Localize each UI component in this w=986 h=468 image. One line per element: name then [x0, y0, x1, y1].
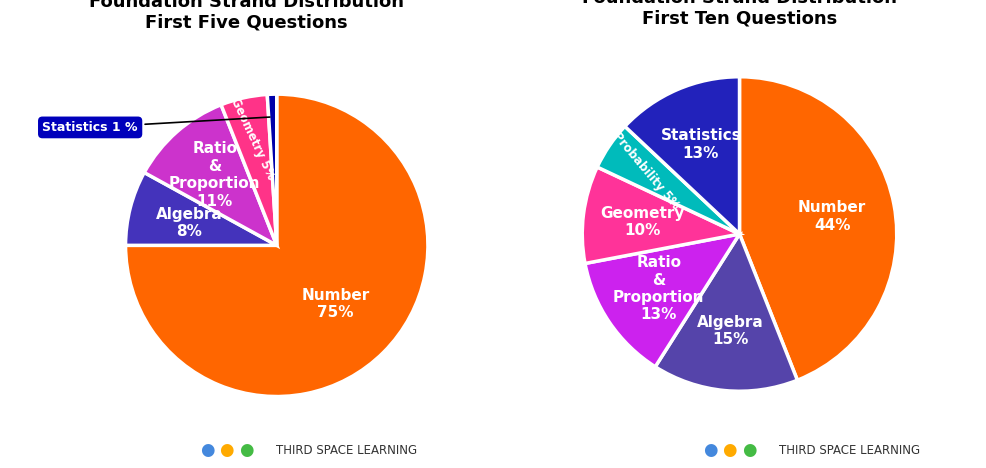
- Wedge shape: [125, 173, 277, 245]
- Text: Statistics
13%: Statistics 13%: [661, 128, 741, 161]
- Title: Foundation Strand Distribution
First Ten Questions: Foundation Strand Distribution First Ten…: [582, 0, 897, 28]
- Wedge shape: [585, 234, 740, 367]
- Wedge shape: [221, 95, 277, 245]
- Text: ●: ●: [220, 441, 234, 459]
- Wedge shape: [598, 126, 740, 234]
- Text: Ratio
&
Proportion
13%: Ratio & Proportion 13%: [613, 255, 705, 322]
- Title: Foundation Strand Distribution
First Five Questions: Foundation Strand Distribution First Fiv…: [89, 0, 404, 31]
- Text: ●: ●: [703, 441, 717, 459]
- Text: Algebra
8%: Algebra 8%: [156, 206, 222, 239]
- Text: ●: ●: [742, 441, 756, 459]
- Text: Statistics 1 %: Statistics 1 %: [42, 117, 270, 134]
- Wedge shape: [267, 94, 277, 245]
- Text: THIRD SPACE LEARNING: THIRD SPACE LEARNING: [276, 444, 417, 457]
- Text: Geometry
10%: Geometry 10%: [600, 205, 685, 238]
- Wedge shape: [656, 234, 798, 391]
- Text: THIRD SPACE LEARNING: THIRD SPACE LEARNING: [779, 444, 920, 457]
- Text: Geometry 5%: Geometry 5%: [229, 96, 278, 182]
- Text: Probability 5%: Probability 5%: [609, 129, 682, 212]
- Wedge shape: [740, 77, 896, 380]
- Text: Number
44%: Number 44%: [798, 200, 867, 233]
- Wedge shape: [144, 105, 277, 245]
- Text: Number
75%: Number 75%: [302, 288, 370, 320]
- Text: ●: ●: [200, 441, 214, 459]
- Text: ●: ●: [723, 441, 737, 459]
- Text: ●: ●: [240, 441, 253, 459]
- Text: Algebra
15%: Algebra 15%: [697, 315, 764, 347]
- Text: Ratio
&
Proportion
11%: Ratio & Proportion 11%: [169, 141, 260, 209]
- Wedge shape: [625, 77, 740, 234]
- Wedge shape: [125, 94, 428, 396]
- Wedge shape: [583, 167, 740, 263]
